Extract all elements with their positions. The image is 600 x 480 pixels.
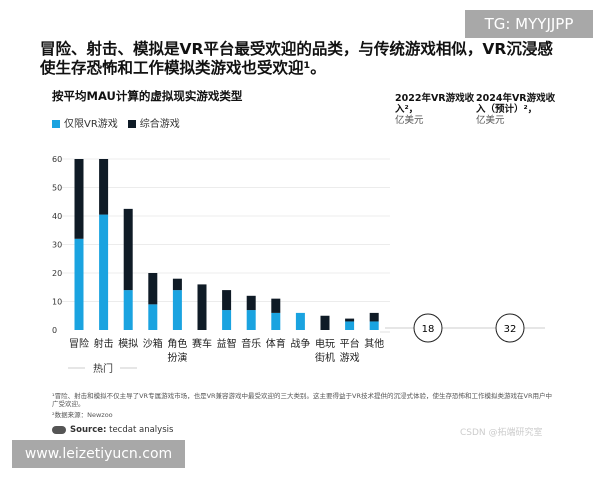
x-tick-label: 游戏	[340, 351, 360, 364]
footnote-2: ²数据来源：Newzoo	[52, 411, 113, 419]
x-tick-label: 益智	[217, 337, 237, 350]
x-tick-label: 沙箱	[143, 337, 163, 350]
bar-segment	[369, 312, 379, 322]
y-tick-label: 30	[52, 241, 62, 250]
x-tick-label: 战争	[290, 337, 310, 350]
group-label-hot: 热门	[93, 362, 113, 375]
tg-watermark: TG: MYYJJPP	[465, 10, 593, 38]
y-tick-label: 40	[52, 212, 62, 221]
legend-item-combined: 综合游戏	[127, 115, 180, 130]
x-tick-label: 街机	[315, 351, 335, 364]
tecdat-logo	[52, 425, 66, 434]
x-tick-label: 电玩	[315, 337, 335, 350]
x-tick-label: 其他	[364, 337, 384, 350]
x-tick-label: 模拟	[118, 337, 138, 350]
y-tick-label: 0	[52, 326, 57, 335]
legend-swatch	[52, 120, 60, 128]
csdn-watermark: CSDN @拓端研究室	[460, 428, 543, 438]
bar-segment	[74, 159, 84, 239]
x-tick-label: 扮演	[167, 351, 187, 364]
bar-segment	[320, 315, 330, 330]
bar-segment	[123, 208, 133, 291]
y-tick-label: 60	[52, 155, 62, 164]
revenue-2024-circle	[495, 313, 525, 343]
bar-segment	[369, 321, 379, 330]
bar-segment	[99, 159, 109, 215]
bar-segment	[222, 290, 232, 311]
bar-segment	[246, 295, 256, 311]
legend-swatch	[127, 120, 136, 128]
header-text: 2022年VR游戏收入²，	[395, 93, 475, 115]
bar-segment	[295, 312, 305, 330]
headline: 冒险、射击、模拟是VR平台最受欢迎的品类，与传统游戏相似，VR沉浸感使生存恐怖和…	[40, 40, 553, 77]
footnote-1: ¹冒险、射击和模拟不仅主导了VR专属游戏市场，也是VR兼容游戏中最受欢迎的三大类…	[52, 392, 552, 408]
bar-segment	[345, 318, 355, 322]
legend-label: 综合游戏	[139, 119, 180, 130]
bar-segment	[271, 298, 281, 313]
revenue-2024-value: 32	[504, 324, 517, 335]
x-tick-label: 体育	[266, 337, 286, 350]
source-text: tecdat analysis	[109, 425, 174, 435]
y-tick-label: 20	[52, 269, 62, 278]
bar-segment	[123, 290, 133, 330]
x-tick-label: 射击	[94, 338, 114, 350]
source-line: Source: tecdat analysis	[52, 425, 173, 435]
bar-segment	[271, 312, 281, 330]
y-tick-label: 50	[52, 184, 62, 193]
header-text: 2024年VR游戏收入（预计）²，	[476, 93, 556, 115]
unit-text: 亿美元	[476, 115, 505, 126]
x-tick-label: 冒险	[69, 337, 89, 350]
legend-label: 仅限VR游戏	[64, 119, 118, 130]
bar-segment	[148, 273, 158, 305]
bar-segment	[246, 310, 256, 330]
legend: 仅限VR游戏 综合游戏	[52, 115, 180, 130]
revenue-2022-circle	[413, 313, 443, 343]
bar-segment	[148, 304, 158, 330]
bar-segment	[74, 238, 84, 330]
bar-segment	[197, 284, 207, 330]
bar-segment	[345, 321, 355, 330]
revenue-2024-header: 2024年VR游戏收入（预计）²， 亿美元	[476, 93, 556, 126]
source-label: Source:	[70, 425, 107, 435]
x-tick-label: 平台	[340, 337, 360, 350]
legend-item-vr-only: 仅限VR游戏	[52, 115, 118, 130]
revenue-2022-value: 18	[422, 324, 435, 335]
bar-segment	[222, 310, 232, 330]
x-tick-label: 赛车	[192, 337, 212, 350]
footnotes: ¹冒险、射击和模拟不仅主导了VR专属游戏市场，也是VR兼容游戏中最受欢迎的三大类…	[52, 392, 552, 419]
bar-segment	[172, 290, 182, 330]
bar-segment	[99, 214, 109, 330]
y-tick-label: 10	[52, 298, 62, 307]
bar-segment	[172, 278, 182, 291]
revenue-2022-header: 2022年VR游戏收入²， 亿美元	[395, 93, 475, 126]
x-tick-label: 音乐	[241, 337, 261, 350]
site-watermark: www.leizetiyucn.com	[12, 440, 185, 468]
unit-text: 亿美元	[395, 115, 424, 126]
chart-title: 按平均MAU计算的虚拟现实游戏类型	[52, 89, 243, 103]
x-tick-label: 角色	[167, 337, 187, 350]
